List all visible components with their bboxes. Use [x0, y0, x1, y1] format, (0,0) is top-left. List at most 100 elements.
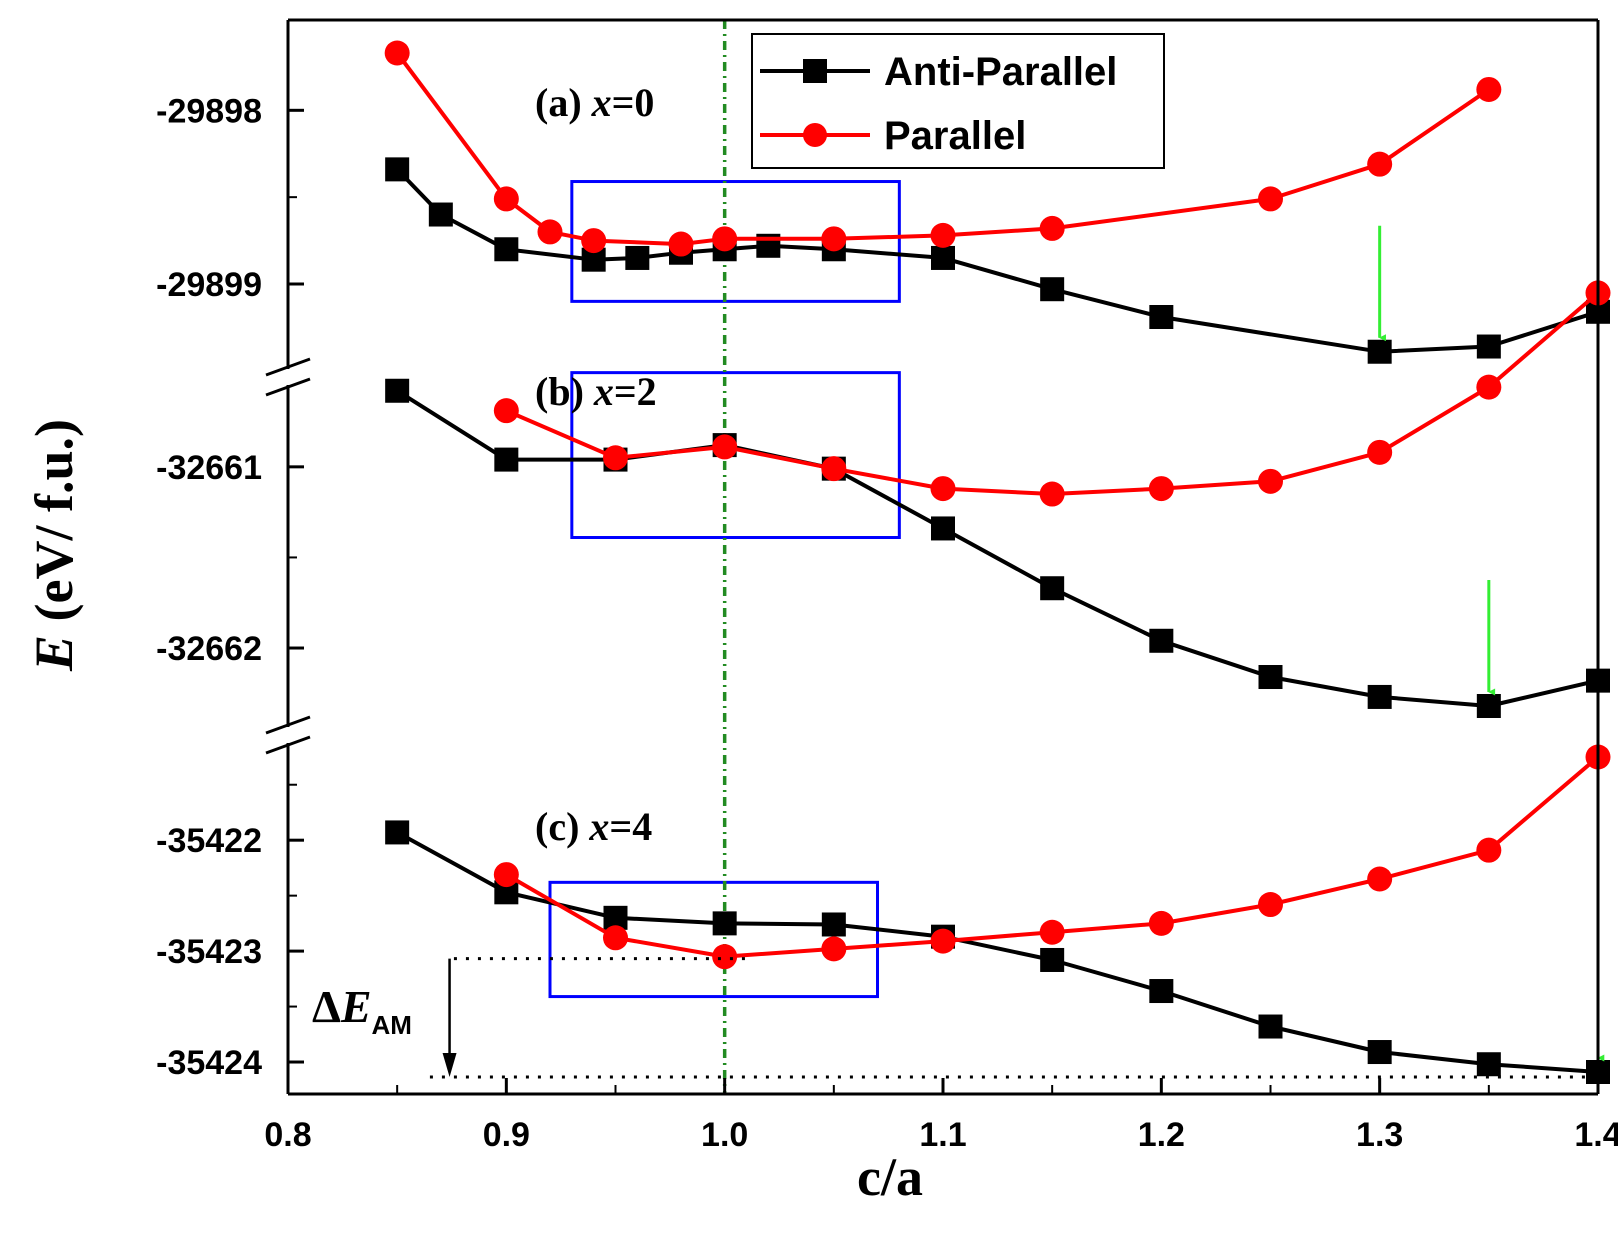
highlight-box-b — [570, 371, 901, 540]
data-point-anti-parallel — [1476, 1052, 1501, 1077]
data-point-parallel — [930, 476, 956, 502]
data-point-parallel — [712, 226, 738, 252]
panel-label-prefix: (a) — [535, 80, 592, 125]
y-tick-label: -35424 — [156, 1044, 262, 1082]
panel-label-a: (a) x=0 — [535, 80, 654, 125]
axis-break-mark-1-a — [265, 715, 311, 735]
data-point-parallel — [1476, 837, 1502, 863]
data-point-anti-parallel — [1040, 277, 1065, 302]
data-point-anti-parallel — [385, 157, 410, 182]
data-point-parallel — [581, 228, 607, 254]
legend-marker-parallel — [803, 123, 827, 147]
legend-box — [751, 33, 1165, 169]
delta-e-annotation: ΔEAM — [312, 957, 1598, 1079]
data-point-anti-parallel — [931, 516, 955, 541]
data-point-anti-parallel — [1367, 339, 1392, 364]
data-point-parallel — [493, 186, 519, 212]
data-point-parallel — [1039, 919, 1065, 945]
y-tick-label: -32661 — [156, 449, 262, 487]
delta-symbol: Δ — [312, 981, 341, 1032]
data-point-anti-parallel — [1149, 979, 1174, 1004]
delta-subscript: AM — [372, 1010, 412, 1040]
data-point-anti-parallel — [1040, 947, 1065, 972]
data-point-parallel — [1148, 910, 1174, 936]
panel-label-b: (b) x=2 — [535, 369, 657, 414]
data-point-parallel — [1148, 476, 1174, 502]
legend-marker-anti-parallel — [803, 59, 827, 83]
data-point-parallel — [1039, 215, 1065, 241]
legend-label-parallel: Parallel — [884, 114, 1026, 158]
series-line-a-anti-parallel — [395, 168, 1599, 354]
x-tick-label: 1.2 — [1138, 1116, 1185, 1154]
series-line-b-anti-parallel — [396, 389, 1599, 708]
y-tick-label: -32662 — [156, 630, 262, 668]
x-tick-label: 0.8 — [264, 1116, 311, 1154]
data-point-parallel — [1476, 374, 1502, 400]
x-tick-label: 1.4 — [1574, 1116, 1618, 1154]
data-point-parallel — [1258, 468, 1283, 494]
data-point-anti-parallel — [1258, 1014, 1283, 1039]
data-point-anti-parallel — [1149, 628, 1174, 653]
data-point-parallel — [821, 456, 847, 482]
legend: Anti-Parallel Parallel — [751, 33, 1165, 169]
data-point-anti-parallel — [625, 245, 650, 270]
data-point-parallel — [668, 231, 694, 257]
y-axis-title-units: (eV/ f.u.) — [24, 419, 84, 635]
data-point-parallel — [1476, 76, 1502, 102]
panel-label-prefix: (b) — [535, 369, 594, 414]
data-point-parallel — [493, 398, 519, 424]
data-point-parallel — [712, 434, 738, 460]
axis-break-mark-0-b — [265, 377, 311, 397]
data-point-anti-parallel — [821, 912, 846, 937]
x-axis-title: c/a — [857, 1147, 923, 1207]
y-tick-label: -29899 — [156, 266, 262, 304]
data-point-anti-parallel — [494, 237, 519, 262]
data-point-parallel — [603, 925, 628, 951]
data-point-anti-parallel — [1040, 576, 1065, 601]
y-axis-title: E (eV/ f.u.) — [24, 419, 84, 672]
data-point-parallel — [1258, 892, 1283, 918]
x-tick-label: 1.0 — [701, 1116, 748, 1154]
panel-label-prefix: (c) — [535, 804, 589, 849]
data-point-parallel — [1039, 481, 1065, 507]
axis-break-mark-1-b — [265, 735, 311, 755]
legend-label-anti-parallel: Anti-Parallel — [884, 50, 1117, 94]
highlight-boxes — [548, 180, 901, 999]
panel-label-variable: x — [591, 80, 612, 125]
panel-label-value: =0 — [612, 80, 655, 125]
y-tick-label: -35423 — [156, 933, 262, 971]
data-point-parallel — [1367, 151, 1393, 177]
data-point-parallel — [1367, 866, 1393, 892]
data-point-anti-parallel — [428, 202, 453, 227]
data-point-parallel — [821, 936, 847, 962]
y-axis-title-symbol: E — [24, 635, 84, 672]
series-line-c-anti-parallel — [396, 830, 1599, 1074]
x-tick-label: 1.3 — [1356, 1116, 1403, 1154]
data-point-anti-parallel — [931, 245, 955, 270]
data-point-parallel — [821, 226, 847, 252]
data-point-parallel — [930, 928, 956, 954]
x-tick-label: 0.9 — [483, 1116, 530, 1154]
data-point-anti-parallel — [712, 911, 737, 936]
panel-label-value: =2 — [614, 369, 657, 414]
data-point-parallel — [384, 40, 410, 66]
highlight-box-c — [548, 880, 879, 999]
data-point-anti-parallel — [494, 447, 519, 472]
data-point-parallel — [603, 445, 628, 471]
data-point-anti-parallel — [1476, 694, 1501, 718]
data-point-anti-parallel — [1476, 334, 1501, 359]
data-point-anti-parallel — [1149, 305, 1174, 329]
data-point-anti-parallel — [1367, 1040, 1392, 1065]
panel-label-value: =4 — [609, 804, 652, 849]
delta-e-italic: E — [340, 981, 372, 1032]
y-tick-label: -29898 — [156, 92, 262, 130]
data-point-anti-parallel — [1367, 684, 1392, 709]
axes: 0.8 0.9 1.0 1.1 1.2 1.3 1.4 -29898 -29899 -32661 -… — [156, 18, 1618, 1154]
delta-arrow-head — [442, 1053, 457, 1077]
data-point-parallel — [493, 862, 519, 888]
data-point-anti-parallel — [1258, 665, 1283, 690]
data-point-anti-parallel — [385, 820, 410, 845]
data-point-anti-parallel — [385, 378, 410, 403]
delta-e-label: ΔEAM — [312, 981, 412, 1040]
